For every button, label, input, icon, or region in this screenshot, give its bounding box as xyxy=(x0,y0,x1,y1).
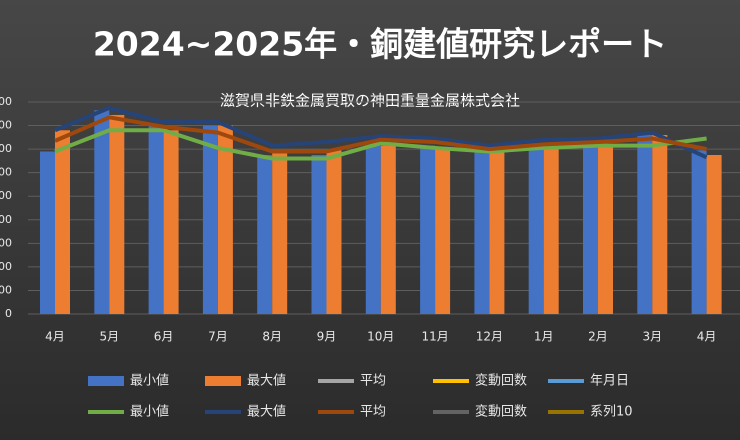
legend-label: 変動回数 xyxy=(475,373,527,389)
legend-label: 平均 xyxy=(360,374,386,389)
bar xyxy=(691,150,707,314)
legend-label: 最大値 xyxy=(247,373,286,389)
y-tick-label: 200 xyxy=(0,283,12,296)
bar xyxy=(474,150,490,314)
bar xyxy=(598,145,613,314)
bar xyxy=(55,130,70,314)
x-tick-label: 6月 xyxy=(154,330,174,344)
y-tick-label: 600 xyxy=(0,236,12,249)
x-tick-label: 10月 xyxy=(367,330,394,344)
legend-label: 系列10 xyxy=(590,405,633,420)
chart-title: 2024~2025年・銅建値研究レポート xyxy=(93,25,667,64)
legend-label: 最大値 xyxy=(247,404,286,420)
bar xyxy=(706,155,722,314)
legend-marker xyxy=(88,376,124,386)
y-tick-label: 1000 xyxy=(0,189,12,202)
bar xyxy=(543,145,559,314)
x-tick-label: 12月 xyxy=(476,330,503,344)
bar xyxy=(365,145,381,314)
y-tick-label: 400 xyxy=(0,260,12,273)
bar xyxy=(202,125,218,314)
x-tick-label: 7月 xyxy=(208,330,228,344)
bar xyxy=(257,155,273,314)
x-tick-label: 9月 xyxy=(317,330,337,344)
bar xyxy=(148,125,164,314)
bar xyxy=(380,145,396,314)
bar xyxy=(311,155,327,314)
legend-label: 年月日 xyxy=(590,374,629,389)
chart-subtitle: 滋賀県非鉄金属買取の神田重量金属株式会社 xyxy=(220,92,520,110)
bar xyxy=(94,110,110,314)
line xyxy=(54,128,707,161)
bar xyxy=(109,114,125,314)
x-tick-label: 1月 xyxy=(534,330,554,344)
bar xyxy=(163,130,179,314)
legend-label: 最小値 xyxy=(130,373,169,389)
bar xyxy=(435,147,451,314)
y-tick-label: 800 xyxy=(0,213,12,226)
x-tick-label: 2月 xyxy=(588,330,608,344)
bar xyxy=(652,134,668,314)
line xyxy=(54,115,707,154)
line xyxy=(54,105,708,160)
bar xyxy=(583,145,598,314)
y-tick-label: 1400 xyxy=(0,142,12,155)
bar xyxy=(272,150,288,314)
bar xyxy=(217,125,233,314)
bar xyxy=(637,134,653,314)
legend-label: 最小値 xyxy=(130,404,169,420)
legend-label: 平均 xyxy=(360,405,386,420)
x-tick-label: 4月 xyxy=(697,330,717,344)
x-tick-label: 5月 xyxy=(99,330,119,344)
x-tick-label: 8月 xyxy=(262,330,282,344)
x-tick-label: 11月 xyxy=(421,330,448,344)
y-tick-label: 1600 xyxy=(0,119,12,132)
x-tick-label: 3月 xyxy=(642,330,662,344)
bar xyxy=(420,145,436,314)
y-tick-label: 0 xyxy=(5,307,12,320)
legend-label: 変動回数 xyxy=(475,404,527,420)
bar xyxy=(528,147,544,314)
legend-marker xyxy=(205,376,241,386)
y-tick-label: 1800 xyxy=(0,95,12,108)
y-tick-label: 1200 xyxy=(0,166,12,179)
bar xyxy=(326,150,342,314)
bar xyxy=(489,151,505,314)
bar xyxy=(40,151,55,314)
x-tick-label: 4月 xyxy=(45,330,65,344)
